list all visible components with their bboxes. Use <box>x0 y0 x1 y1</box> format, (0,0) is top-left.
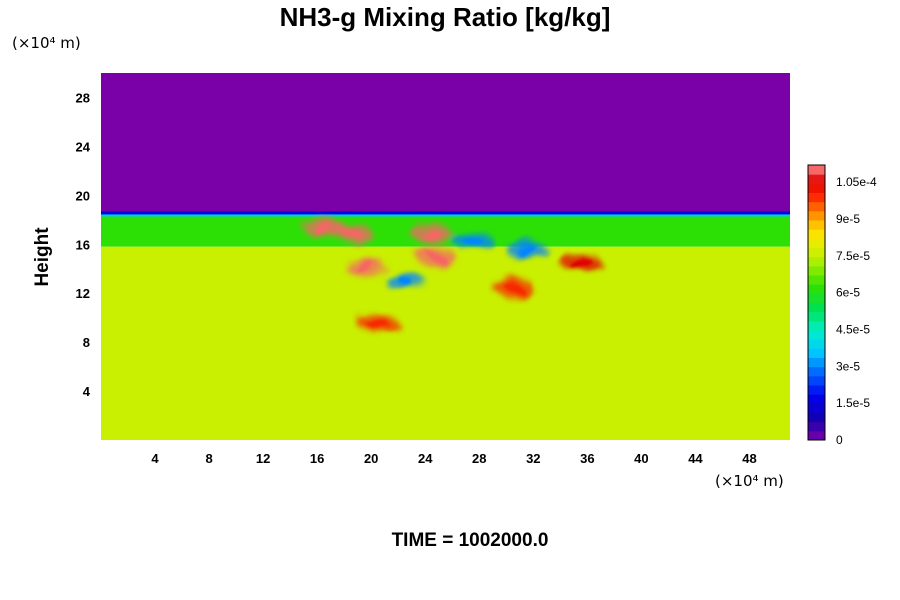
time-label: TIME = 1002000.0 <box>391 530 549 551</box>
y-tick-label: 12 <box>76 286 90 301</box>
colorbar-cell <box>808 421 825 432</box>
colorbar-tick-label: 6e-5 <box>836 286 860 300</box>
colorbar-tick-label: 0 <box>836 433 843 447</box>
colorbar-cell <box>808 412 825 423</box>
colorbar-cell <box>808 165 825 175</box>
colorbar-tick-label: 1.5e-5 <box>836 396 870 410</box>
feature-core <box>503 282 523 292</box>
x-tick-label: 28 <box>472 451 486 466</box>
y-tick-label: 4 <box>83 384 91 399</box>
x-tick-label: 44 <box>688 451 703 466</box>
x-axis-unit: (×10⁴ m) <box>715 472 784 490</box>
colorbar-cell <box>808 174 825 184</box>
colorbar-cell <box>808 293 825 303</box>
feature-core <box>462 236 483 245</box>
colorbar-cell <box>808 348 825 358</box>
colorbar-cell <box>808 320 825 331</box>
colorbar-cell <box>808 229 825 239</box>
colorbar-cell <box>808 284 825 294</box>
x-tick-label: 4 <box>151 451 159 466</box>
colorbar-cell <box>808 247 825 258</box>
chart-title: NH3-g Mixing Ratio [kg/kg] <box>279 2 611 32</box>
colorbar-tick-label: 3e-5 <box>836 359 860 373</box>
colorbar-cell <box>808 311 825 322</box>
feature-core <box>426 251 446 262</box>
feature-core <box>571 257 590 269</box>
colorbar-cell <box>808 330 825 340</box>
field-region-upper-layer <box>101 73 790 213</box>
feature-core <box>354 261 375 272</box>
feature-core <box>315 222 333 235</box>
colorbar-frame <box>807 164 826 441</box>
y-tick-label: 20 <box>76 188 90 203</box>
colorbar-cell <box>808 375 825 386</box>
colorbar-tick-label: 9e-5 <box>836 212 860 226</box>
x-tick-label: 48 <box>742 451 756 466</box>
colorbar-cell <box>808 201 825 212</box>
colorbar-tick-label: 1.05e-4 <box>836 175 877 189</box>
x-tick-label: 40 <box>634 451 648 466</box>
colorbar-cell <box>808 192 825 203</box>
colorbar-cell <box>808 265 825 276</box>
x-tick-label: 36 <box>580 451 594 466</box>
feature-core <box>368 319 388 329</box>
x-tick-label: 16 <box>310 451 324 466</box>
feature-core <box>395 275 415 287</box>
colorbar-cell <box>808 394 825 404</box>
colorbar-tick-label: 4.5e-5 <box>836 323 870 337</box>
colorbar-cell <box>808 183 825 193</box>
colorbar-cell <box>808 220 825 230</box>
x-tick-label: 24 <box>418 451 433 466</box>
y-tick-label: 16 <box>76 237 90 252</box>
colorbar-cell <box>808 339 825 349</box>
y-tick-label: 24 <box>76 139 91 154</box>
colorbar-cell <box>808 238 825 248</box>
colorbar-cell <box>808 385 825 395</box>
turbulent-features <box>303 219 601 333</box>
boundary-band <box>101 214 790 217</box>
feature-core <box>340 227 361 237</box>
x-tick-label: 32 <box>526 451 540 466</box>
boundary-line <box>101 211 790 215</box>
feature-core <box>421 230 442 239</box>
x-tick-label: 8 <box>205 451 212 466</box>
feature-core <box>517 245 537 256</box>
y-tick-label: 28 <box>76 90 90 105</box>
colorbar-tick-label: 7.5e-5 <box>836 249 870 263</box>
colorbar-cell <box>808 256 825 267</box>
x-tick-label: 20 <box>364 451 378 466</box>
colorbar-cell <box>808 403 825 413</box>
colorbar-cell <box>808 302 825 313</box>
x-tick-label: 12 <box>256 451 270 466</box>
colorbar-cell <box>808 275 825 285</box>
colorbar-cell <box>808 210 825 221</box>
y-tick-label: 8 <box>83 335 90 350</box>
field-region-lower-layer <box>101 246 790 440</box>
colorbar-cell <box>808 366 825 377</box>
colorbar-cell <box>808 430 825 441</box>
colorbar-cell <box>808 357 825 368</box>
y-axis-unit: (×10⁴ m) <box>12 34 81 52</box>
